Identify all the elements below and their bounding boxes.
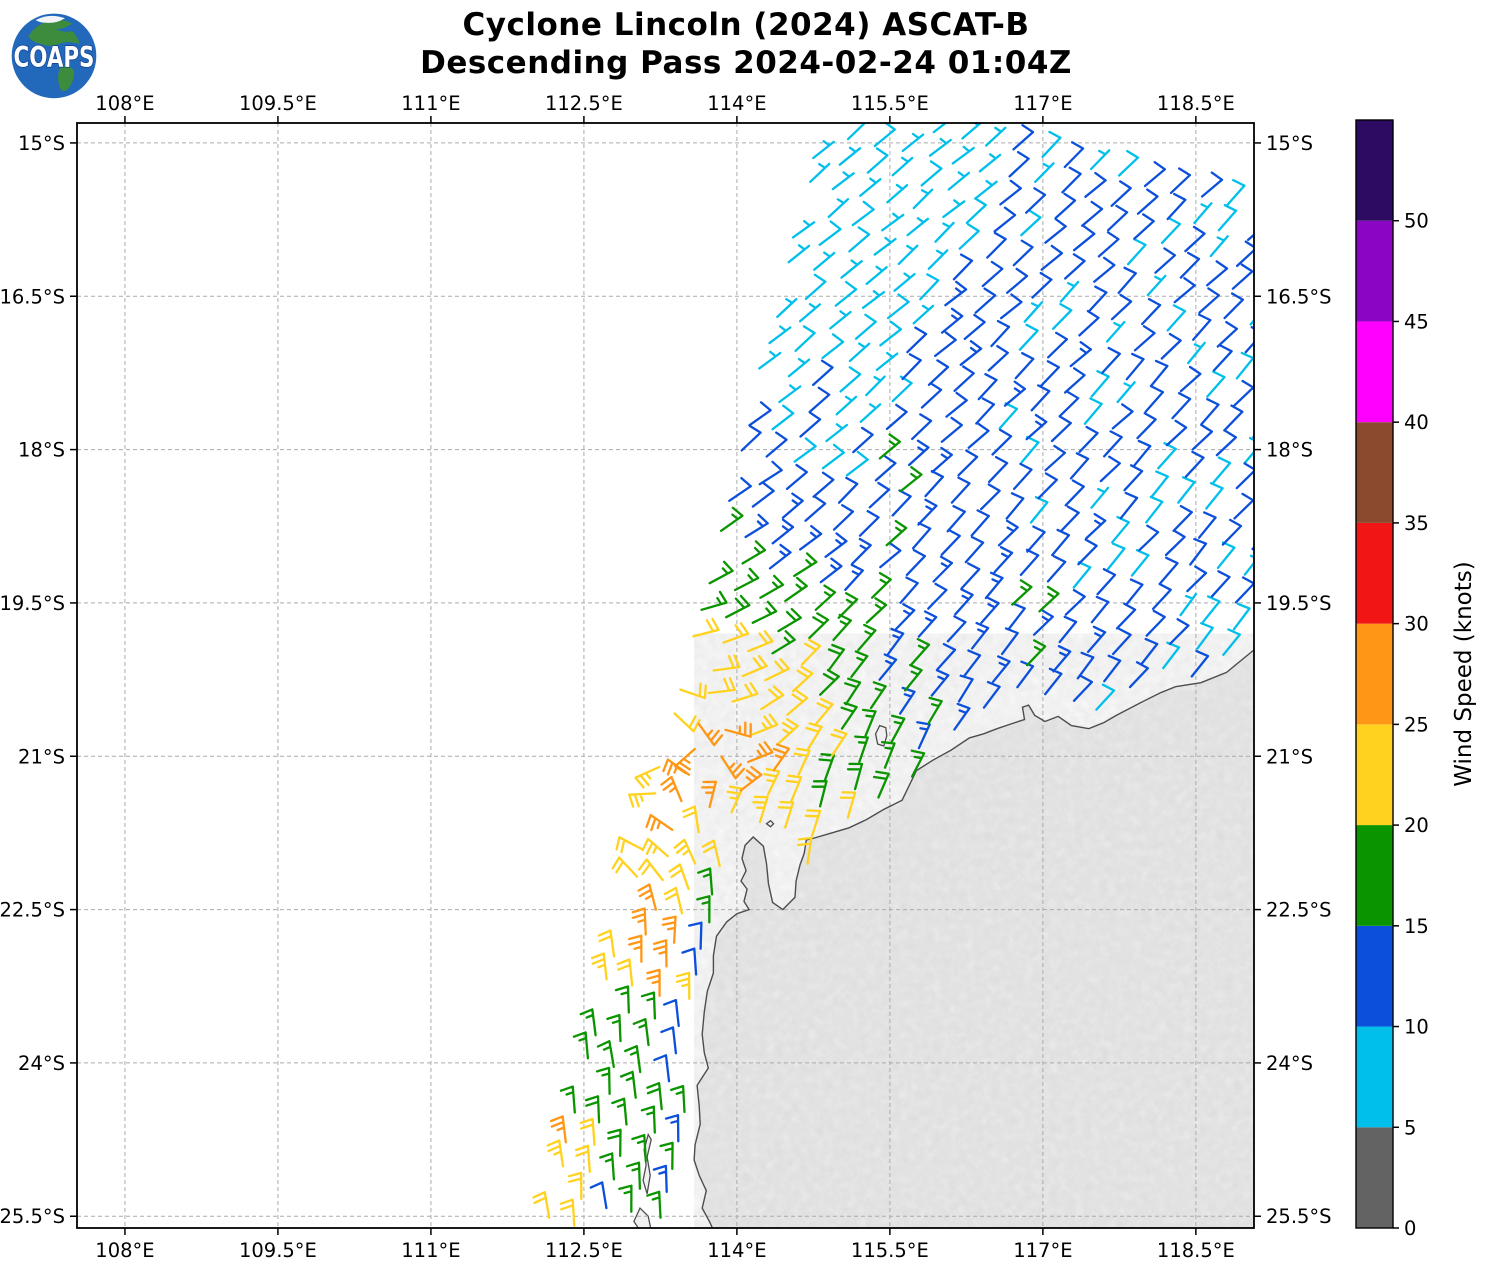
map-frame xyxy=(76,122,1255,1229)
colorbar-axis-label: Wind Speed (knots) xyxy=(1451,561,1477,786)
island xyxy=(874,724,888,747)
y-tick-label-left: 24°S xyxy=(18,1052,65,1075)
colorbar-tick-label: 50 xyxy=(1404,210,1429,233)
wind-barb-layer xyxy=(589,124,1254,1210)
wind-barb-layer xyxy=(549,721,791,1144)
colorbar-tick-label: 0 xyxy=(1404,1217,1416,1240)
y-tick-label-right: 16.5°S xyxy=(1266,285,1332,308)
x-tick-label-top: 109.5°E xyxy=(239,92,317,115)
logo-text: COAPS xyxy=(14,41,95,74)
wind-barbs xyxy=(532,123,1254,1227)
x-tick-label-bottom: 108°E xyxy=(95,1239,154,1262)
coaps-logo: COAPS xyxy=(8,8,100,102)
coastline xyxy=(693,649,1254,1228)
logo-north-america xyxy=(28,20,80,46)
x-tick-label-top: 117°E xyxy=(1013,92,1072,115)
map-area xyxy=(77,123,1254,1228)
y-tick-label-right: 19.5°S xyxy=(1266,592,1332,615)
title-block: Cyclone Lincoln (2024) ASCAT-B Descendin… xyxy=(0,6,1492,82)
y-tick-label-left: 21°S xyxy=(18,745,65,768)
y-tick-label-right: 25.5°S xyxy=(1266,1205,1332,1228)
colorbar-frame xyxy=(1355,119,1394,1229)
colorbar-tick-label: 10 xyxy=(1404,1016,1429,1039)
y-tick-label-right: 15°S xyxy=(1266,132,1313,155)
colorbar-tick-label: 20 xyxy=(1404,814,1429,837)
page-title: Cyclone Lincoln (2024) ASCAT-B xyxy=(462,7,1030,43)
colorbar-segment xyxy=(1356,623,1393,725)
y-tick-label-right: 22.5°S xyxy=(1266,899,1332,922)
colorbar-segment xyxy=(1356,120,1393,221)
colorbar-segment xyxy=(1356,422,1393,523)
logo-south-america xyxy=(58,65,75,92)
colorbar-segment xyxy=(1356,220,1393,322)
y-tick-label-right: 21°S xyxy=(1266,745,1313,768)
x-tick-label-top: 115.5°E xyxy=(851,92,929,115)
colorbar-tick-label: 40 xyxy=(1404,411,1429,434)
land-texture xyxy=(694,649,1254,1228)
x-tick-label-top: 114°E xyxy=(707,92,766,115)
x-tick-label-top: 111°E xyxy=(401,92,460,115)
colorbar-segment xyxy=(1356,724,1393,826)
colorbar-segment xyxy=(1356,321,1393,423)
axis-labels: 108°E 108°E 109.5°E 109.5°E 111°E 111°E 112.5°… xyxy=(0,92,1332,1262)
x-tick-label-bottom: 114°E xyxy=(707,1239,766,1262)
wind-barb-layer xyxy=(532,617,857,1227)
island xyxy=(633,1206,652,1228)
colorbar-segment xyxy=(1356,1127,1393,1228)
x-tick-label-top: 112.5°E xyxy=(545,92,623,115)
y-tick-label-left: 18°S xyxy=(18,439,65,462)
colorbar-tick-label: 25 xyxy=(1404,713,1429,736)
y-tick-label-left: 19.5°S xyxy=(0,592,65,615)
x-tick-label-top: 108°E xyxy=(95,92,154,115)
island xyxy=(765,819,775,828)
colorbar-segment xyxy=(1356,925,1393,1027)
colorbar-segment xyxy=(1356,522,1393,624)
y-tick-label-right: 18°S xyxy=(1266,439,1313,462)
x-tick-label-bottom: 118.5°E xyxy=(1157,1239,1235,1262)
wind-barb-layer xyxy=(758,123,1254,711)
axis-ticks xyxy=(70,116,1261,1235)
y-tick-label-left: 15°S xyxy=(18,132,65,155)
gridlines xyxy=(77,123,1254,1228)
colorbar-segment xyxy=(1356,825,1393,926)
page-subtitle: Descending Pass 2024-02-24 01:04Z xyxy=(420,45,1072,81)
colorbar-tick-label: 15 xyxy=(1404,915,1429,938)
colorbar-segment xyxy=(1356,1026,1393,1128)
y-tick-label-right: 24°S xyxy=(1266,1052,1313,1075)
y-tick-label-left: 16.5°S xyxy=(0,285,65,308)
colorbar-tick-label: 5 xyxy=(1404,1116,1416,1139)
y-tick-label-left: 25.5°S xyxy=(0,1205,65,1228)
x-tick-label-bottom: 117°E xyxy=(1013,1239,1072,1262)
x-tick-label-bottom: 109.5°E xyxy=(239,1239,317,1262)
x-tick-label-bottom: 111°E xyxy=(401,1239,460,1262)
x-tick-label-bottom: 115.5°E xyxy=(851,1239,929,1262)
colorbar-tick-label: 35 xyxy=(1404,512,1429,535)
logo-arctic-cap xyxy=(35,15,66,23)
colorbar: 0 5 10 15 20 25 30 35 40 45 50 Wind Speed (knots) xyxy=(1355,119,1477,1240)
y-tick-label-left: 22.5°S xyxy=(0,899,65,922)
wind-barb-layer xyxy=(559,433,1060,1219)
x-tick-label-top: 118.5°E xyxy=(1157,92,1235,115)
x-tick-label-bottom: 112.5°E xyxy=(545,1239,623,1262)
colorbar-tick-label: 30 xyxy=(1404,613,1429,636)
colorbar-tick-label: 45 xyxy=(1404,310,1429,333)
